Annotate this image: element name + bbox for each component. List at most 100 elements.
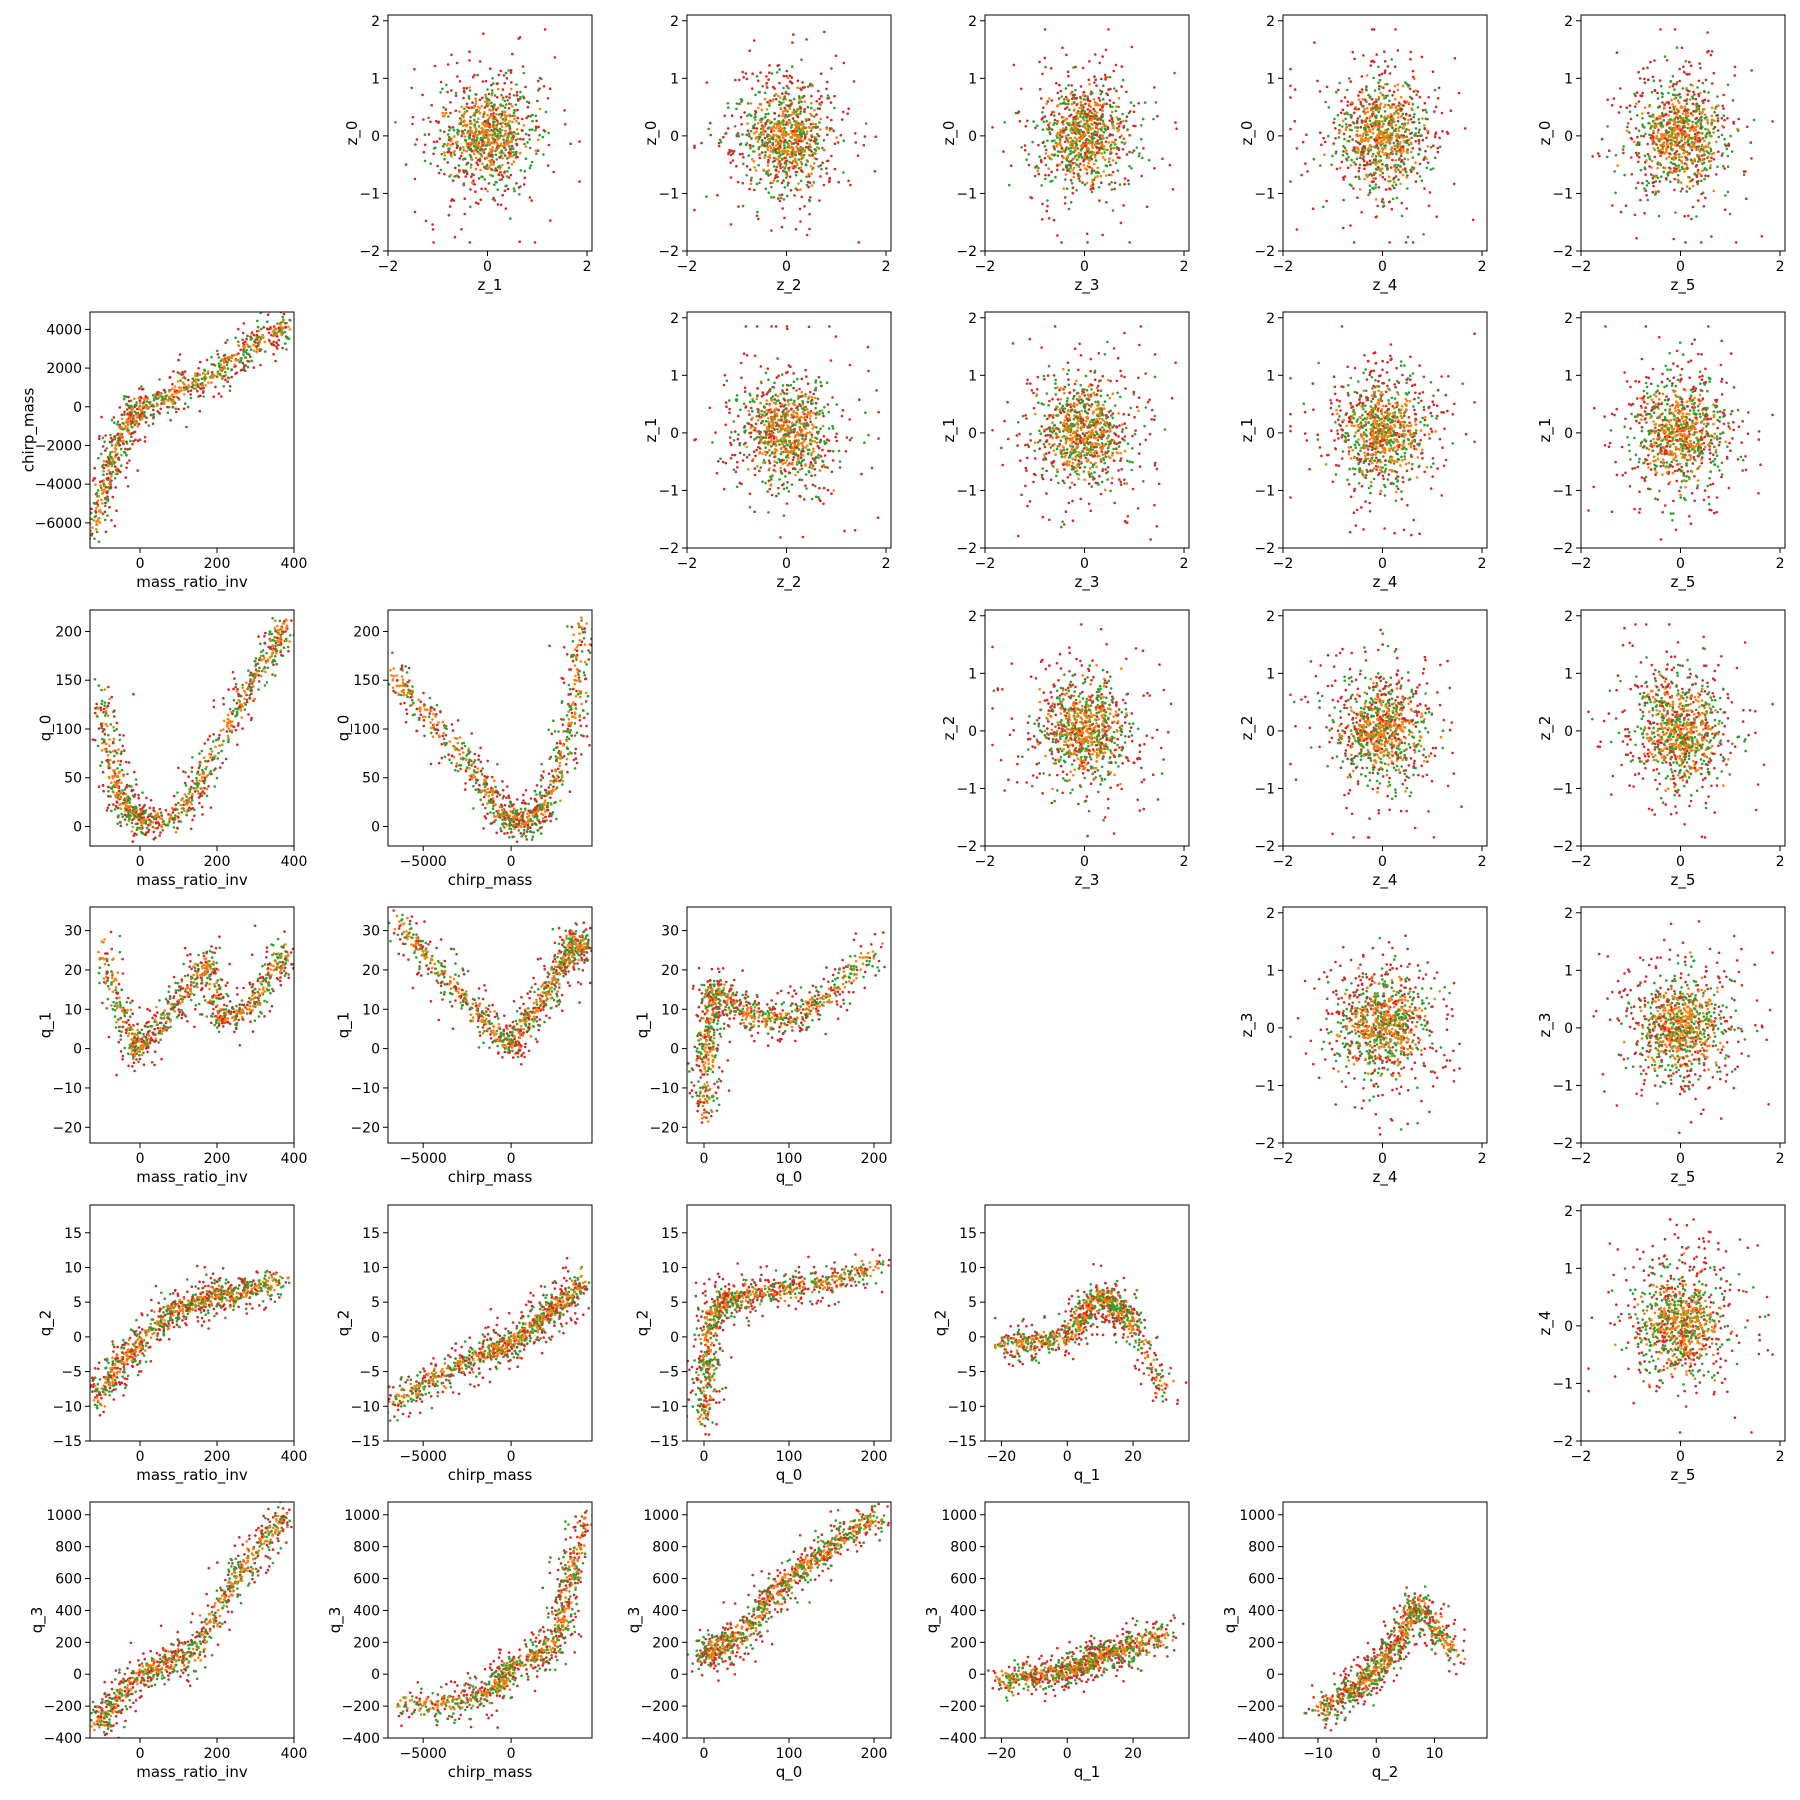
scatter-point	[1693, 172, 1697, 175]
scatter-point	[1074, 129, 1077, 132]
scatter-point	[751, 144, 755, 148]
scatter-point	[1705, 168, 1708, 172]
scatter-point	[1641, 181, 1644, 185]
scatter-point	[846, 112, 849, 115]
scatter-point	[447, 213, 451, 217]
scatter-point	[1074, 88, 1077, 92]
scatter-point	[479, 168, 482, 172]
scatter-point	[1414, 89, 1418, 92]
scatter-point	[1362, 110, 1365, 113]
scatter-point	[1113, 181, 1117, 185]
scatter-point	[1402, 134, 1406, 137]
scatter-point	[1634, 151, 1638, 155]
scatter-point	[1441, 130, 1444, 133]
scatter-point	[1675, 149, 1679, 153]
scatter-point	[1665, 139, 1669, 142]
scatter-point	[455, 143, 459, 146]
scatter-point	[836, 141, 840, 144]
scatter-point	[511, 114, 515, 118]
scatter-point	[1370, 97, 1374, 101]
scatter-point	[1422, 233, 1425, 236]
scatter-point	[445, 144, 449, 147]
scatter-point	[1606, 125, 1609, 128]
scatter-point	[1413, 113, 1416, 116]
scatter-point	[781, 92, 784, 95]
scatter-point	[488, 159, 491, 163]
scatter-point	[1660, 175, 1663, 178]
x-tick-label: 2	[1776, 259, 1785, 275]
scatter-point	[1642, 67, 1645, 70]
scatter-point	[1681, 87, 1685, 90]
scatter-point	[1720, 133, 1724, 137]
scatter-point	[481, 114, 485, 118]
scatter-point	[493, 132, 497, 135]
scatter-point	[1400, 201, 1404, 205]
scatter-point	[1120, 65, 1124, 68]
scatter-point	[1126, 179, 1130, 182]
scatter-point	[1398, 136, 1401, 139]
scatter-point	[749, 146, 752, 150]
scatter-point	[1665, 142, 1669, 146]
scatter-point	[1691, 113, 1694, 117]
y-tick-label: 0	[968, 129, 977, 145]
scatter-point	[449, 151, 453, 154]
scatter-point	[1353, 107, 1357, 111]
scatter-point	[1633, 105, 1637, 108]
scatter-point	[257, 329, 261, 333]
scatter-point	[1103, 102, 1106, 106]
scatter-point	[783, 106, 786, 110]
scatter-point	[183, 393, 186, 396]
scatter-point	[1650, 166, 1653, 169]
scatter-point	[469, 128, 472, 131]
scatter-point	[1423, 101, 1427, 105]
scatter-point	[829, 101, 833, 104]
scatter-point	[462, 89, 466, 93]
scatter-point	[1744, 170, 1747, 173]
scatter-point	[1112, 101, 1115, 105]
scatter-point	[505, 157, 509, 160]
scatter-point	[1707, 99, 1710, 103]
scatter-point	[1362, 54, 1365, 57]
scatter-point	[1003, 121, 1006, 124]
scatter-point	[1325, 199, 1328, 203]
scatter-point	[507, 107, 511, 110]
scatter-point	[1094, 78, 1097, 81]
scatter-point	[757, 135, 761, 139]
scatter-point	[472, 144, 476, 148]
scatter-point	[1400, 134, 1403, 137]
scatter-point	[1076, 122, 1079, 125]
scatter-point	[1356, 129, 1359, 133]
scatter-point	[1706, 155, 1710, 158]
scatter-point	[1695, 138, 1699, 141]
scatter-point	[461, 130, 464, 133]
scatter-point	[1686, 133, 1689, 137]
scatter-point	[1058, 142, 1062, 146]
scatter-point	[480, 139, 484, 142]
scatter-point	[1383, 105, 1386, 109]
scatter-point	[788, 121, 792, 125]
scatter-point	[1427, 204, 1431, 208]
scatter-point	[794, 174, 798, 177]
scatter-point	[1662, 114, 1665, 118]
scatter-point	[465, 105, 468, 109]
scatter-point	[1692, 145, 1696, 149]
scatter-point	[1103, 127, 1107, 131]
scatter-point	[796, 115, 800, 119]
scatter-point	[773, 159, 776, 163]
scatter-point	[746, 102, 750, 105]
scatter-point	[754, 93, 757, 97]
scatter-point	[1041, 72, 1044, 76]
scatter-point	[1403, 100, 1407, 104]
scatter-point	[1726, 165, 1730, 168]
y-tick-label: 1	[968, 71, 977, 87]
scatter-point	[1373, 125, 1376, 128]
scatter-point	[787, 87, 790, 90]
scatter-point	[1023, 144, 1027, 147]
scatter-point	[767, 191, 771, 194]
scatter-point	[741, 133, 744, 136]
scatter-point	[809, 112, 812, 116]
scatter-point	[1100, 77, 1103, 81]
scatter-point	[288, 328, 292, 331]
scatter-point	[1710, 153, 1714, 156]
scatter-point	[1369, 64, 1373, 67]
